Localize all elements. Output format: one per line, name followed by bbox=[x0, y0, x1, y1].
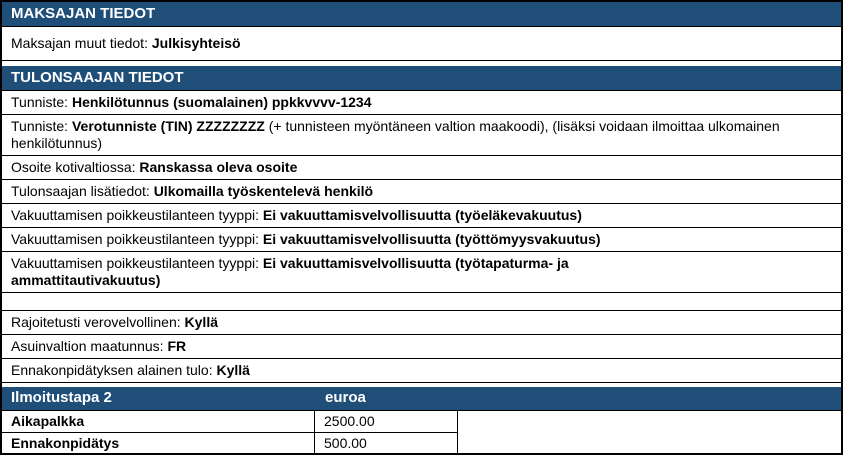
field-label: Osoite kotivaltiossa: bbox=[11, 159, 136, 175]
reporting-row-time-rate-pay: Aikapalkka 2500.00 bbox=[2, 411, 457, 433]
field-label: Vakuuttamisen poikkeustilanteen tyyppi: bbox=[11, 231, 259, 247]
info-row-identifier-2: Tunniste: Verotunniste (TIN) ZZZZZZZZ (+… bbox=[2, 115, 841, 156]
field-value: Kyllä bbox=[216, 362, 250, 378]
empty-row bbox=[2, 293, 841, 311]
field-label: Vakuuttamisen poikkeustilanteen tyyppi: bbox=[11, 207, 259, 223]
payer-info-row: Maksajan muut tiedot: Julkisyhteisö bbox=[2, 27, 841, 61]
field-label: Tulonsaajan lisätiedot: bbox=[11, 183, 150, 199]
field-value: Julkisyhteisö bbox=[151, 35, 241, 51]
info-row-additional-info: Tulonsaajan lisätiedot: Ulkomailla työsk… bbox=[2, 180, 841, 204]
reporting-section-header: Ilmoitustapa 2 euroa bbox=[2, 387, 841, 411]
field-suffix: (+ tunnisteen myöntäneen valtion maakood… bbox=[11, 118, 780, 151]
field-value: Henkilötunnus (suomalainen) ppkkvvvv-123… bbox=[71, 94, 372, 110]
reporting-table-main: Aikapalkka 2500.00 Ennakonpidätys 500.00 bbox=[2, 411, 458, 453]
recipient-section-header: TULONSAAJAN TIEDOT bbox=[2, 66, 841, 91]
field-label: Tunniste: bbox=[11, 118, 69, 134]
income-type-label: Aikapalkka bbox=[2, 411, 315, 432]
reporting-table-body: Aikapalkka 2500.00 Ennakonpidätys 500.00 bbox=[2, 411, 841, 453]
amount-value: 500.00 bbox=[324, 435, 367, 451]
field-value: Ei vakuuttamisvelvollisuutta (työeläkeva… bbox=[262, 207, 582, 223]
info-row-home-address: Osoite kotivaltiossa: Ranskassa oleva os… bbox=[2, 156, 841, 180]
reporting-row-withholding: Ennakonpidätys 500.00 bbox=[2, 433, 457, 453]
field-label: Maksajan muut tiedot: bbox=[11, 35, 148, 51]
amount-value: 2500.00 bbox=[324, 413, 375, 429]
field-value: Ei vakuuttamisvelvollisuutta (työttömyys… bbox=[262, 231, 601, 247]
field-value: Kyllä bbox=[184, 314, 218, 330]
field-value: Verotunniste (TIN) ZZZZZZZZ bbox=[71, 118, 265, 134]
info-row-identifier-1: Tunniste: Henkilötunnus (suomalainen) pp… bbox=[2, 91, 841, 115]
payer-section-header: MAKSAJAN TIEDOT bbox=[2, 2, 841, 27]
info-row-insurance-exception-3: Vakuuttamisen poikkeustilanteen tyyppi: … bbox=[2, 252, 841, 293]
income-type-label: Ennakonpidätys bbox=[2, 433, 315, 453]
info-row-insurance-exception-1: Vakuuttamisen poikkeustilanteen tyyppi: … bbox=[2, 204, 841, 228]
info-row-insurance-exception-2: Vakuuttamisen poikkeustilanteen tyyppi: … bbox=[2, 228, 841, 252]
field-value: Ei vakuuttamisvelvollisuutta (työtapatur… bbox=[11, 255, 569, 288]
info-row-withholding-income: Ennakonpidätyksen alainen tulo: Kyllä bbox=[2, 359, 841, 383]
reporting-section-title: Ilmoitustapa 2 bbox=[11, 389, 112, 406]
payer-section-title: MAKSAJAN TIEDOT bbox=[11, 5, 156, 22]
field-label: Tunniste: bbox=[11, 94, 69, 110]
field-label: Rajoitetusti verovelvollinen: bbox=[11, 314, 181, 330]
info-row-limited-tax-liability: Rajoitetusti verovelvollinen: Kyllä bbox=[2, 311, 841, 335]
field-label: Ennakonpidätyksen alainen tulo: bbox=[11, 362, 213, 378]
field-value: FR bbox=[167, 338, 187, 354]
recipient-section-title: TULONSAAJAN TIEDOT bbox=[11, 69, 184, 86]
euroa-column-header: euroa bbox=[325, 389, 366, 406]
field-label: Asuinvaltion maatunnus: bbox=[11, 338, 164, 354]
field-value: Ranskassa oleva osoite bbox=[139, 159, 298, 175]
field-label: Vakuuttamisen poikkeustilanteen tyyppi: bbox=[11, 255, 259, 271]
info-row-country-code: Asuinvaltion maatunnus: FR bbox=[2, 335, 841, 359]
merged-empty-cell bbox=[458, 411, 841, 453]
field-value: Ulkomailla työskentelevä henkilö bbox=[153, 183, 374, 199]
